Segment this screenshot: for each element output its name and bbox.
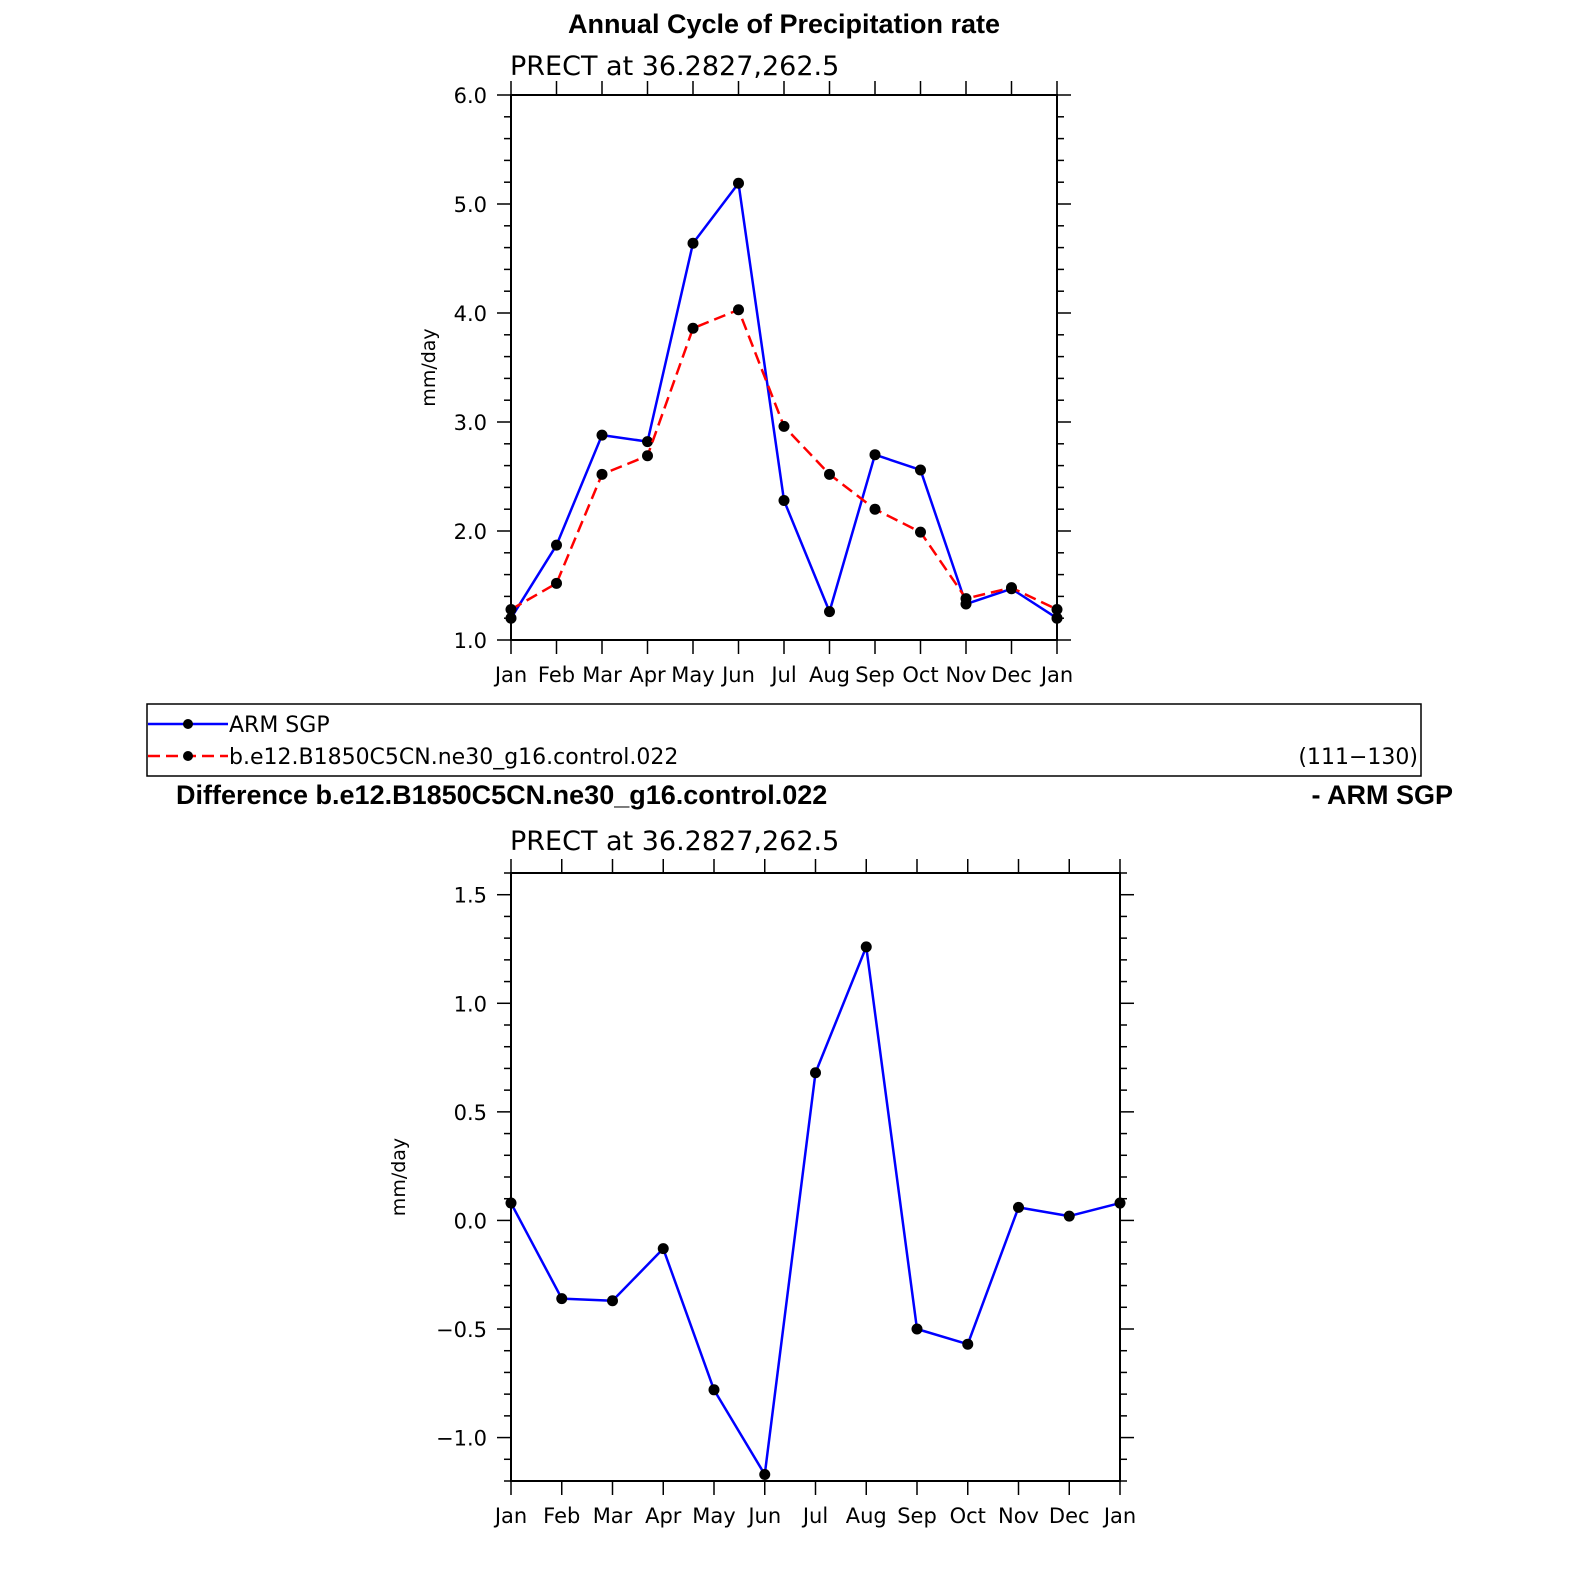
data-point	[778, 494, 790, 506]
y-tick-label: 1.0	[454, 629, 487, 653]
data-point	[911, 1323, 923, 1335]
series-line-0	[509, 182, 1058, 620]
data-point	[596, 429, 608, 441]
y-tick-label: 2.0	[454, 520, 487, 544]
legend-label-arm-sgp: ARM SGP	[229, 713, 330, 738]
top-chart-subtitle: PRECT at 36.2827,262.5	[510, 51, 839, 82]
data-point	[551, 577, 562, 589]
y-tick-label: 1.5	[454, 884, 487, 908]
legend-box	[146, 703, 1422, 777]
y-axis-label: mm/day	[418, 328, 440, 406]
x-tick-label: Apr	[629, 663, 666, 687]
data-point	[810, 1067, 821, 1079]
x-tick-label: Apr	[645, 1504, 682, 1528]
x-tick-label: Jul	[769, 663, 796, 687]
difference-title: Difference b.e12.B1850C5CN.ne30_g16.cont…	[176, 780, 827, 810]
x-tick-label: May	[671, 663, 714, 687]
top-chart: 1.0 2.0 3.0 4.0 5.0 6.0 Jan Feb Mar Apr May Jun Jul A…	[418, 81, 1073, 687]
x-tick-label: Jul	[801, 1504, 828, 1528]
y-tick-label: 3.0	[454, 411, 487, 435]
plot-frame	[510, 872, 1121, 1482]
data-point	[657, 1243, 669, 1255]
y-tick-label: −1.0	[436, 1427, 487, 1451]
data-point	[687, 322, 699, 334]
x-tick-label: Sep	[897, 1504, 937, 1528]
data-point	[1006, 582, 1017, 594]
bottom-chart-subtitle: PRECT at 36.2827,262.5	[510, 826, 839, 857]
data-point	[869, 449, 881, 461]
x-tick-label: Jan	[1039, 663, 1073, 687]
x-tick-label: Mar	[582, 663, 622, 687]
data-point	[1051, 612, 1063, 624]
x-tick-label: Mar	[593, 1504, 633, 1528]
y-tick-label: 0.0	[454, 1209, 487, 1233]
y-tick-label: 1.0	[454, 992, 487, 1016]
data-point	[505, 1197, 517, 1209]
legend-marker	[183, 719, 193, 729]
x-tick-label: Jun	[720, 663, 755, 687]
data-point	[860, 941, 872, 953]
x-tick-label: Oct	[950, 1504, 986, 1528]
data-point	[824, 606, 835, 618]
data-point	[505, 603, 517, 615]
x-tick-label: May	[692, 1504, 735, 1528]
x-tick-label: Jun	[746, 1504, 781, 1528]
data-point	[551, 539, 562, 551]
data-point	[708, 1384, 720, 1396]
chart-title: Annual Cycle of Precipitation rate	[568, 9, 1000, 39]
plot-frame	[510, 94, 1058, 641]
x-tick-label: Jan	[1102, 1504, 1136, 1528]
x-tick-label: Jan	[493, 1504, 527, 1528]
data-point	[960, 593, 972, 605]
x-tick-label: Nov	[998, 1504, 1039, 1528]
data-point	[1013, 1201, 1024, 1213]
legend-years: (111−130)	[1298, 745, 1418, 770]
x-tick-label: Dec	[991, 663, 1032, 687]
y-tick-label: −0.5	[436, 1318, 487, 1342]
data-point	[505, 612, 517, 624]
y-tick-label: 5.0	[454, 193, 487, 217]
legend-entry-arm-sgp: ARM SGP	[148, 713, 330, 738]
x-tick-label: Feb	[538, 663, 575, 687]
data-point	[596, 468, 608, 480]
data-point	[642, 436, 653, 448]
x-tick-label: Oct	[902, 663, 938, 687]
data-point	[915, 464, 926, 476]
data-point	[556, 1293, 568, 1305]
x-tick-label: Aug	[809, 663, 850, 687]
data-point	[869, 503, 881, 515]
x-tick-label: Feb	[543, 1504, 580, 1528]
data-point	[607, 1295, 618, 1307]
data-point	[778, 420, 790, 432]
data-point	[733, 304, 744, 316]
data-point	[1114, 1197, 1126, 1209]
x-tick-label: Jan	[493, 663, 527, 687]
legend-marker	[183, 751, 193, 761]
data-point	[1051, 603, 1063, 615]
y-tick-label: 0.5	[454, 1101, 487, 1125]
data-point	[642, 450, 653, 462]
series-line-0	[509, 945, 1121, 1476]
legend-entry-model: b.e12.B1850C5CN.ne30_g16.control.022 (11…	[148, 745, 1418, 770]
data-point	[915, 526, 926, 538]
data-point	[962, 1338, 974, 1350]
data-point	[759, 1468, 771, 1480]
y-tick-label: 4.0	[454, 302, 487, 326]
data-point	[687, 237, 699, 249]
legend: ARM SGP b.e12.B1850C5CN.ne30_g16.control…	[146, 703, 1422, 777]
data-point	[733, 177, 744, 189]
x-tick-label: Nov	[946, 663, 987, 687]
legend-label-model: b.e12.B1850C5CN.ne30_g16.control.022	[229, 745, 678, 770]
x-tick-label: Sep	[855, 663, 895, 687]
x-tick-label: Dec	[1049, 1504, 1090, 1528]
y-tick-label: 6.0	[454, 84, 487, 108]
y-axis-label: mm/day	[388, 1138, 410, 1216]
x-tick-label: Aug	[846, 1504, 887, 1528]
data-point	[1063, 1210, 1075, 1222]
bottom-chart: −1.0 −0.5 0.0 0.5 1.0 1.5 Jan Feb Mar Apr May Jun Ju…	[388, 859, 1136, 1528]
difference-title-suffix: - ARM SGP	[1312, 780, 1454, 810]
data-point	[824, 468, 835, 480]
